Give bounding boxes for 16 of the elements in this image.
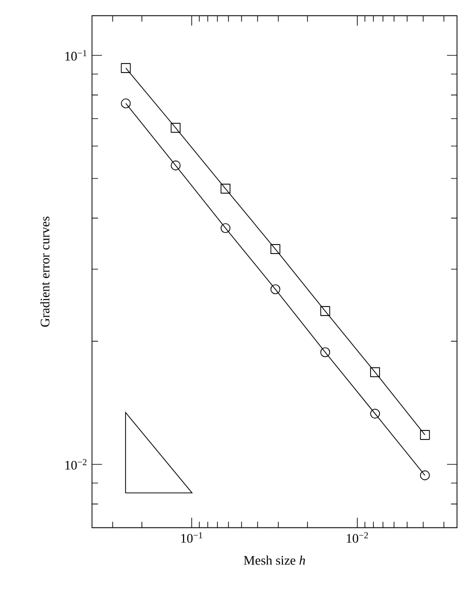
point	[420, 430, 430, 440]
point	[420, 470, 430, 480]
point	[220, 184, 230, 194]
point	[170, 160, 181, 170]
point	[170, 122, 181, 133]
point	[270, 244, 280, 254]
point	[320, 306, 330, 316]
x-axis-title: Mesh size h	[244, 556, 306, 565]
point	[370, 408, 380, 419]
point	[320, 347, 330, 358]
point	[120, 63, 131, 73]
point	[270, 284, 280, 294]
point	[370, 367, 380, 378]
y-axis-title: Gradient error curves	[40, 216, 50, 327]
point	[120, 98, 131, 108]
point	[220, 223, 230, 234]
